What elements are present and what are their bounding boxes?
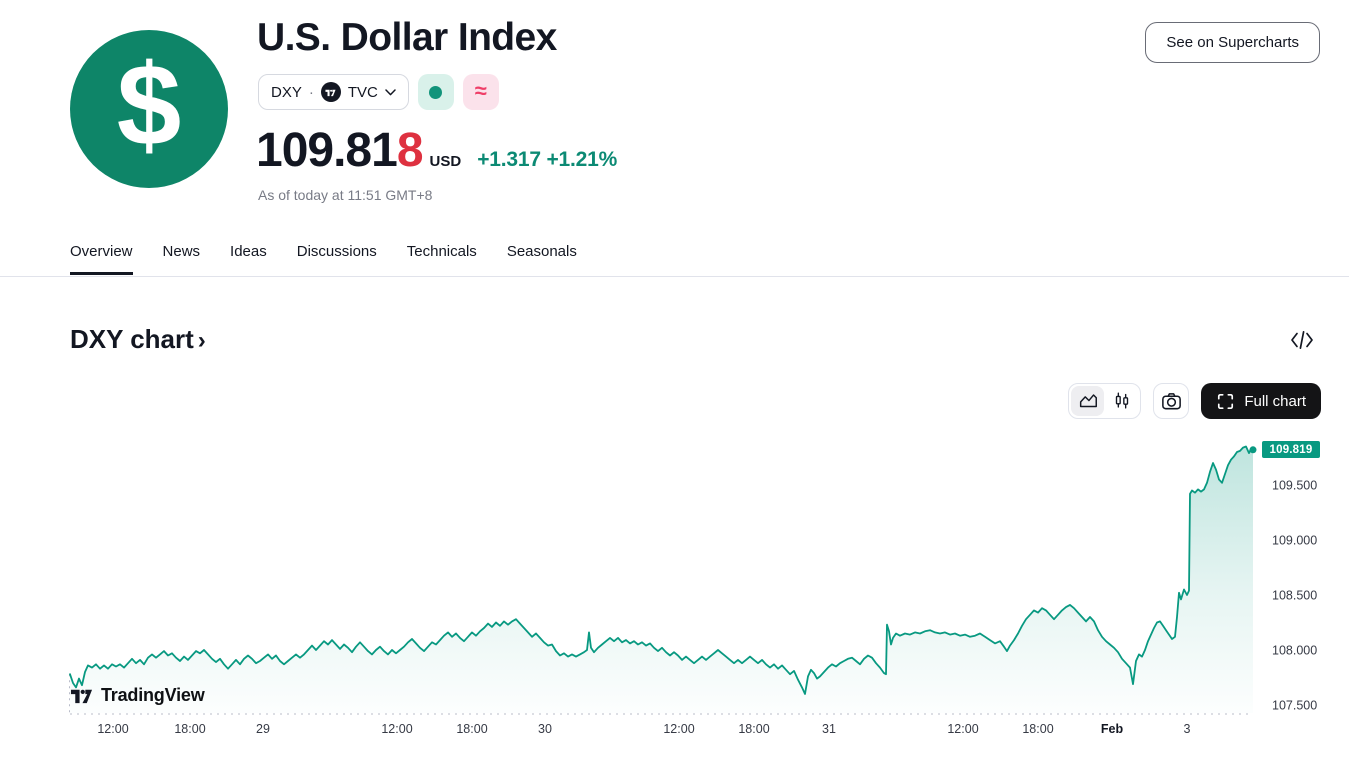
- x-axis-label: 12:00: [947, 722, 978, 736]
- area-fill: [70, 446, 1253, 713]
- y-axis-label: 109.000: [1272, 534, 1317, 548]
- symbol-row: DXY · TVC ≈: [258, 74, 499, 110]
- x-axis-label: 12:00: [381, 722, 412, 736]
- tab-overview[interactable]: Overview: [70, 243, 133, 275]
- tab-technicals[interactable]: Technicals: [406, 243, 477, 260]
- full-chart-label: Full chart: [1244, 392, 1306, 410]
- embed-code-button[interactable]: [1288, 328, 1316, 354]
- price-main-digits: 109.81: [256, 124, 398, 177]
- tab-bar: Overview News Ideas Discussions Technica…: [70, 243, 577, 275]
- camera-icon: [1161, 392, 1181, 409]
- x-axis-label: 18:00: [456, 722, 487, 736]
- y-axis-label: 108.000: [1272, 644, 1317, 658]
- tradingview-exchange-icon: [320, 82, 341, 102]
- candlestick-style-button[interactable]: [1105, 386, 1138, 416]
- candlestick-icon: [1115, 392, 1128, 409]
- x-axis-label: 30: [538, 722, 552, 736]
- tradingview-attribution[interactable]: TradingView: [70, 684, 205, 707]
- code-icon: [1291, 330, 1313, 349]
- price-currency: USD: [429, 153, 462, 170]
- chevron-down-icon: [385, 88, 396, 95]
- chart-section-heading[interactable]: DXY chart ›: [70, 324, 206, 355]
- exchange-code: TVC: [347, 83, 378, 101]
- x-axis-label: 29: [256, 722, 270, 736]
- tab-ideas[interactable]: Ideas: [230, 243, 267, 260]
- dollar-sign-icon: $: [116, 40, 182, 170]
- symbol-selector[interactable]: DXY · TVC: [258, 74, 409, 110]
- x-axis-label: 12:00: [663, 722, 694, 736]
- price-change-pct: +1.21%: [546, 148, 618, 171]
- x-axis-label: 18:00: [738, 722, 769, 736]
- x-axis-label: Feb: [1101, 722, 1124, 736]
- y-axis-label: 109.500: [1272, 479, 1317, 493]
- x-axis-label: 18:00: [174, 722, 205, 736]
- tab-seasonals[interactable]: Seasonals: [506, 243, 577, 260]
- wave-icon: ≈: [474, 78, 487, 103]
- page-title: U.S. Dollar Index: [257, 16, 557, 59]
- volatility-wave-button[interactable]: ≈: [462, 74, 499, 110]
- as-of-timestamp: As of today at 11:51 GMT+8: [258, 187, 433, 203]
- tab-discussions[interactable]: Discussions: [296, 243, 377, 260]
- separator-dot: ·: [308, 83, 314, 101]
- see-on-supercharts-button[interactable]: See on Supercharts: [1145, 22, 1320, 63]
- price-value: 109.818: [256, 124, 424, 177]
- price-last-digit: 8: [396, 124, 424, 177]
- chart-type-toggle: [1068, 383, 1142, 419]
- full-chart-button[interactable]: Full chart: [1201, 383, 1321, 419]
- x-axis-label: 18:00: [1022, 722, 1053, 736]
- tradingview-logo-icon: [70, 689, 93, 704]
- tabs-divider: [0, 276, 1349, 277]
- price-line: [69, 445, 1254, 695]
- y-axis-label: 107.500: [1272, 699, 1317, 713]
- x-axis-label: 12:00: [97, 722, 128, 736]
- chart-toolbar: Full chart: [1068, 383, 1321, 419]
- price-change-abs: +1.317: [477, 148, 541, 171]
- x-axis-label: 3: [1184, 722, 1191, 736]
- snapshot-button[interactable]: [1153, 383, 1190, 419]
- area-chart-icon: [1079, 394, 1097, 408]
- market-open-dot-icon: [429, 85, 443, 99]
- y-axis-label: 108.500: [1272, 589, 1317, 603]
- x-axis-label: 31: [822, 722, 836, 736]
- chart-section-title: DXY chart: [70, 324, 194, 354]
- fullscreen-icon: [1218, 393, 1234, 409]
- chevron-right-icon: ›: [197, 326, 206, 354]
- last-price-dot: [1249, 446, 1257, 454]
- tab-news[interactable]: News: [162, 243, 201, 260]
- last-price-badge: 109.819: [1262, 441, 1320, 458]
- market-status-button[interactable]: [417, 74, 454, 110]
- price-chart-svg[interactable]: 109.500 109.000 108.500 108.000 107.500 12:00…: [0, 430, 1349, 742]
- symbol-code: DXY: [271, 83, 302, 101]
- price-chart[interactable]: 109.500 109.000 108.500 108.000 107.500 12:00…: [0, 430, 1349, 742]
- symbol-logo: $: [70, 30, 228, 188]
- price-change: +1.317 +1.21%: [477, 148, 617, 172]
- price-row: 109.818 USD +1.317 +1.21%: [256, 127, 617, 175]
- tradingview-attribution-label: TradingView: [101, 685, 205, 705]
- area-chart-style-button[interactable]: [1071, 386, 1105, 416]
